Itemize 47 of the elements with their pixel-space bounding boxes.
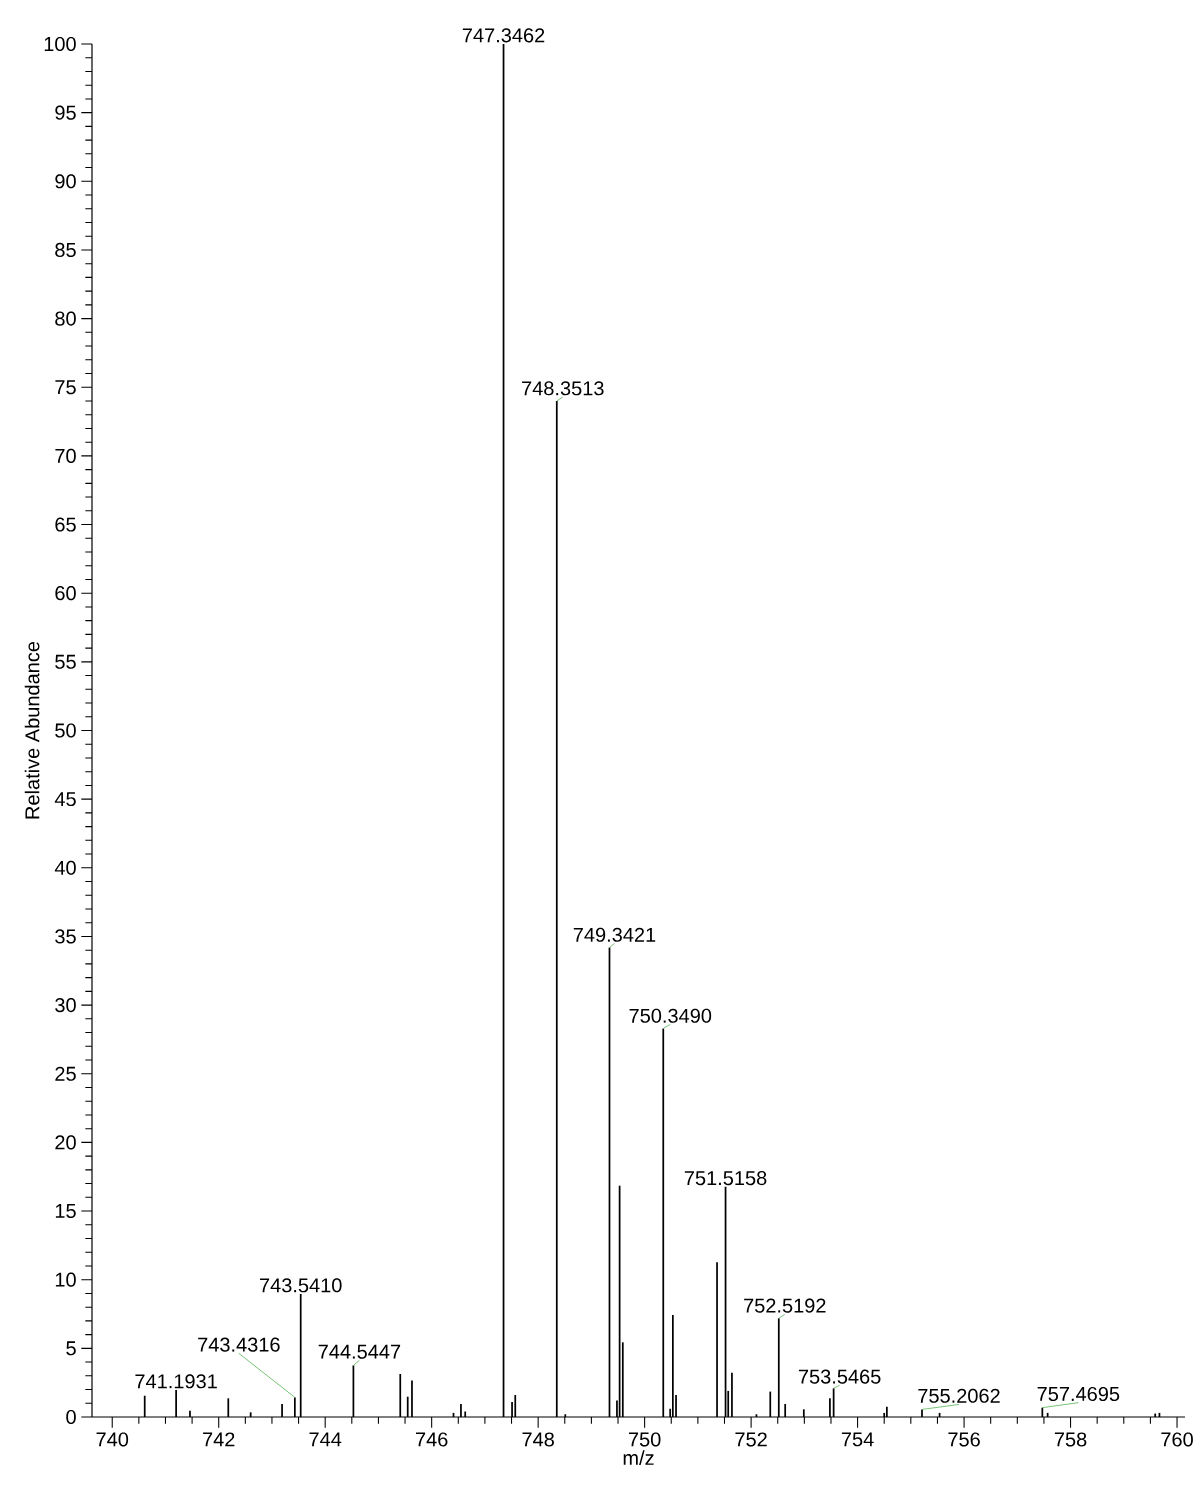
annotation: 751.5158 (684, 1170, 767, 1186)
y-tick-label: 50 (55, 723, 76, 738)
x-tick-label: 746 (416, 1432, 448, 1447)
y-tick-label: 35 (55, 929, 76, 944)
annotation: 747.3462 (462, 28, 545, 43)
y-tick-label: 30 (55, 998, 76, 1013)
x-tick-label: 756 (948, 1432, 980, 1447)
annotation: 750.3490 (629, 1008, 712, 1023)
annotation: 743.4316 (198, 1337, 280, 1352)
x-tick-label: 748 (522, 1432, 554, 1447)
annotation: 749.3421 (573, 927, 656, 942)
y-tick-label: 65 (55, 517, 76, 532)
annotation: 757.4695 (1037, 1386, 1120, 1402)
x-tick-label: 760 (1161, 1432, 1193, 1447)
annotation: 743.5410 (260, 1278, 342, 1293)
x-tick-label: 740 (96, 1432, 129, 1447)
y-tick-label: 25 (55, 1066, 76, 1081)
x-axis-title: m/z (623, 1450, 654, 1466)
y-tick-label: 60 (55, 586, 76, 601)
annotation: 744.5447 (318, 1344, 401, 1359)
y-tick-label: 100 (44, 36, 76, 52)
annotation: 753.5465 (798, 1369, 881, 1384)
annotation: 748.3513 (522, 381, 604, 396)
x-tick-label: 754 (841, 1432, 874, 1447)
x-tick-label: 752 (735, 1432, 767, 1447)
y-tick-label: 10 (55, 1272, 76, 1287)
annotation: 741.1931 (135, 1374, 217, 1389)
x-tick-label: 742 (203, 1432, 235, 1447)
x-tick-label: 750 (628, 1432, 661, 1447)
y-tick-label: 70 (55, 448, 76, 463)
y-tick-label: 85 (55, 242, 76, 258)
x-tick-label: 744 (309, 1432, 342, 1447)
y-tick-label: 55 (55, 654, 76, 669)
x-tick-label: 758 (1054, 1432, 1087, 1447)
y-tick-label: 20 (55, 1135, 76, 1150)
y-tick-label: 0 (66, 1409, 76, 1425)
y-tick-label: 40 (54, 860, 76, 875)
y-axis-title: Relative Abundance (24, 641, 40, 819)
y-tick-label: 45 (54, 792, 76, 807)
y-tick-label: 90 (55, 174, 76, 189)
annotation: 755.2062 (918, 1388, 1000, 1403)
y-tick-label: 80 (55, 311, 76, 326)
y-tick-label: 75 (55, 380, 76, 395)
y-tick-label: 5 (66, 1341, 76, 1356)
y-tick-label: 15 (55, 1204, 76, 1219)
annotation: 752.5192 (744, 1298, 826, 1313)
y-tick-label: 95 (55, 105, 76, 120)
